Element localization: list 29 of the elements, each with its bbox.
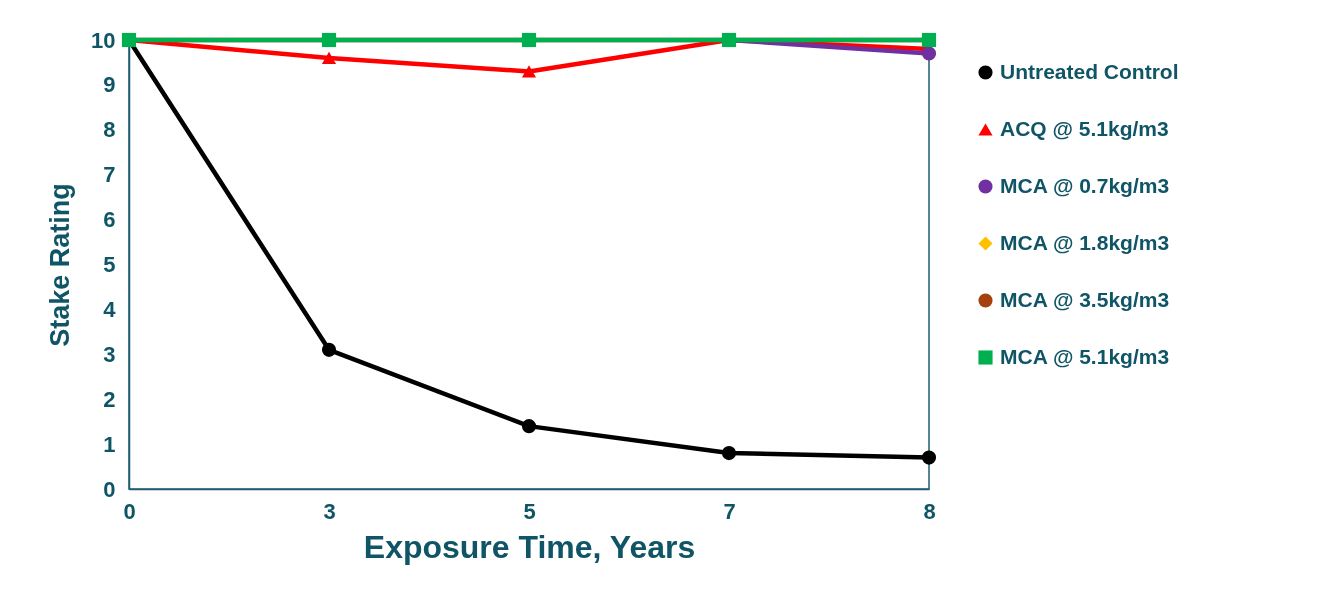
legend-label: ACQ @ 5.1kg/m3 [1000,116,1169,140]
point [921,450,937,465]
legend-label: MCA @ 5.1kg/m3 [1000,344,1170,368]
y-tick-label: 3 [103,341,116,367]
y-tick-label: 9 [103,72,116,98]
x-tick-label: 5 [523,498,536,524]
legend-label: MCA @ 1.8kg/m3 [1000,230,1170,254]
point [321,342,337,357]
y-tick-label: 6 [103,207,116,233]
y-tick-label: 10 [91,27,116,53]
y-tick-label: 0 [103,476,116,502]
point [521,419,537,434]
y-tick-label: 2 [103,386,116,412]
point [721,446,737,461]
legend-label: MCA @ 3.5kg/m3 [1000,287,1170,311]
x-tick-label: 3 [323,498,336,524]
x-tick-label: 7 [723,498,736,524]
x-tick-label: 0 [123,498,136,524]
y-tick-label: 7 [103,162,116,188]
y-axis-title: Stake Rating [45,183,76,347]
y-tick-label: 1 [103,431,116,457]
y-tick-label: 4 [103,296,117,322]
y-tick-label: 5 [103,252,116,277]
point [921,46,937,61]
x-axis-title: Exposure Time, Years [363,528,696,565]
x-tick-label: 8 [923,498,936,524]
y-tick-label: 8 [103,117,116,143]
legend-label: MCA @ 0.7kg/m3 [1000,173,1170,197]
legend-label: Untreated Control [1000,59,1179,83]
